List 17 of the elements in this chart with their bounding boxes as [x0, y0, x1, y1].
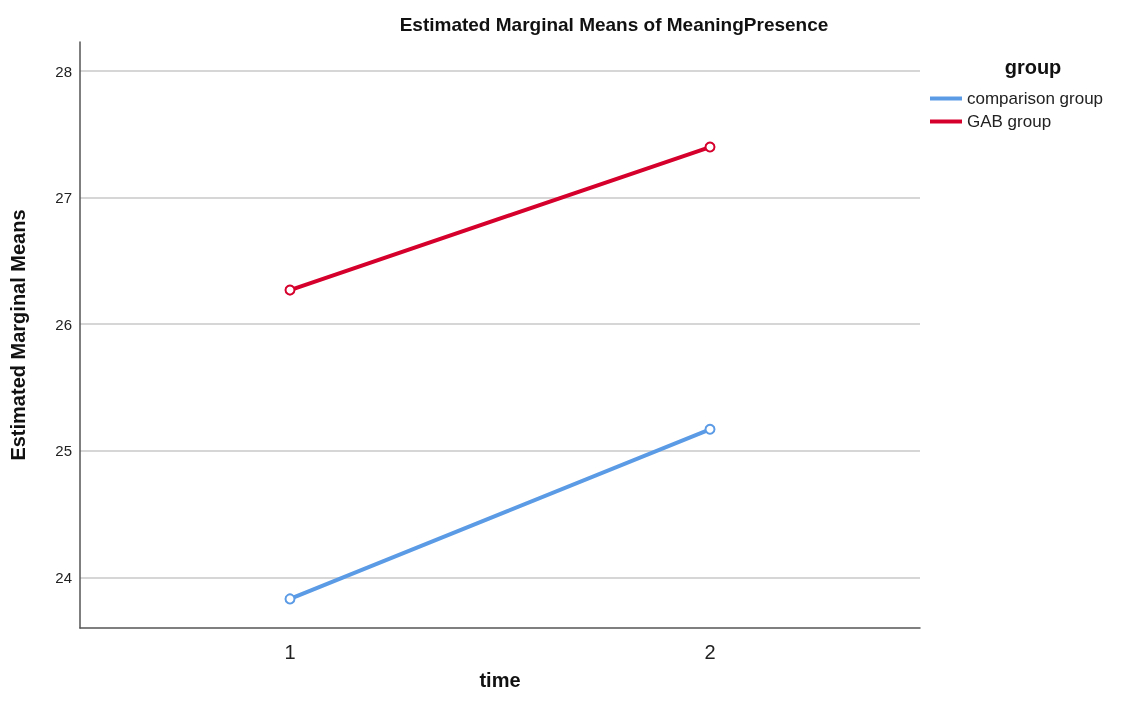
- x-tick-label: 1: [284, 641, 296, 663]
- y-tick-label: 24: [55, 568, 72, 586]
- chart-title: Estimated Marginal Means of MeaningPresence: [399, 14, 829, 35]
- x-axis-title: time: [479, 669, 521, 691]
- y-tick-label: 27: [55, 189, 72, 207]
- point: [704, 141, 716, 153]
- point: [284, 593, 296, 605]
- y-tick-label: 28: [55, 62, 72, 80]
- y-axis-title: Estimated Marginal Means: [7, 209, 29, 461]
- y-tick-label: 25: [55, 442, 72, 460]
- point: [284, 284, 296, 296]
- x-tick-label: 2: [704, 641, 716, 663]
- legend-label: comparison group: [967, 89, 1104, 108]
- legend-title: group: [1004, 56, 1062, 78]
- point: [704, 423, 716, 435]
- legend-label: GAB group: [967, 112, 1052, 131]
- y-tick-label: 26: [55, 315, 72, 333]
